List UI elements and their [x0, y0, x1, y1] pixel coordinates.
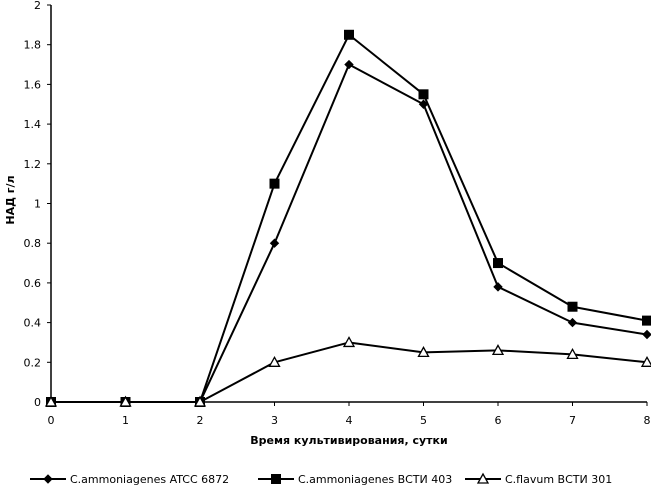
triangle-marker	[342, 336, 356, 348]
y-axis-title: НАД г/л	[4, 175, 17, 224]
x-ticks: 0 1 2 3 4 5 6 7 8	[48, 402, 651, 427]
y-tick-label: 1.8	[24, 39, 42, 52]
diamond-marker	[269, 238, 280, 248]
legend-label: C.ammoniagenes ATCC 6872	[70, 473, 229, 486]
y-tick-label: 0.2	[24, 356, 42, 369]
y-ticks: 0 0.2 0.4 0.6 0.8 1 1.2 1.4 1.6 1.8 2	[24, 0, 51, 409]
triangle-marker	[640, 355, 651, 367]
legend-label: C.ammoniagenes ВСТИ 403	[298, 473, 452, 486]
triangle-marker	[491, 344, 505, 356]
square-marker	[271, 474, 281, 484]
square-marker	[493, 258, 503, 269]
triangle-marker	[44, 395, 58, 407]
x-tick-label: 0	[48, 414, 55, 427]
x-tick-label: 6	[495, 414, 502, 427]
y-tick-label: 1.2	[24, 158, 42, 171]
x-tick-label: 4	[346, 414, 353, 427]
diamond-marker	[567, 317, 578, 328]
legend-item: C.flavum ВСТИ 301	[465, 472, 612, 486]
square-marker	[269, 178, 280, 189]
legend-item: C.ammoniagenes ВСТИ 403	[258, 473, 452, 486]
square-marker	[567, 301, 578, 312]
y-tick-label: 2	[34, 0, 41, 12]
y-tick-label: 1.4	[24, 118, 42, 131]
legend: C.ammoniagenes ATCC 6872 C.ammoniagenes В…	[30, 472, 612, 486]
triangle-marker	[476, 472, 490, 484]
x-tick-label: 8	[644, 414, 651, 427]
diamond-marker	[344, 59, 354, 70]
diamond-marker	[493, 282, 503, 292]
x-tick-label: 3	[271, 414, 278, 427]
triangle-marker	[193, 395, 207, 407]
triangle-marker	[566, 348, 579, 360]
diamond-marker	[43, 474, 53, 484]
series-line	[51, 341, 648, 403]
legend-label: C.flavum ВСТИ 301	[505, 473, 612, 486]
y-tick-label: 0.8	[24, 237, 42, 250]
triangle-marker	[268, 355, 281, 367]
y-tick-label: 0.4	[24, 317, 42, 330]
y-tick-label: 1	[34, 198, 41, 211]
series-line	[51, 63, 648, 403]
x-tick-label: 7	[569, 414, 576, 427]
square-marker	[642, 315, 651, 326]
legend-item: C.ammoniagenes ATCC 6872	[30, 473, 229, 486]
x-tick-label: 1	[122, 414, 129, 427]
y-tick-label: 0.6	[24, 277, 42, 290]
triangle-marker	[119, 395, 132, 407]
y-tick-label: 0	[34, 396, 41, 409]
x-tick-label: 5	[420, 414, 427, 427]
square-marker	[344, 29, 354, 40]
diamond-marker	[642, 329, 651, 340]
diamond-marker	[418, 99, 429, 109]
triangle-marker	[417, 346, 430, 358]
series-square	[46, 29, 651, 407]
x-tick-label: 2	[197, 414, 204, 427]
x-axis-title: Время культивирования, сутки	[250, 434, 447, 447]
square-marker	[418, 89, 429, 100]
series-layer	[44, 29, 651, 407]
series-triangle	[44, 336, 651, 407]
y-tick-label: 1.6	[24, 78, 42, 91]
